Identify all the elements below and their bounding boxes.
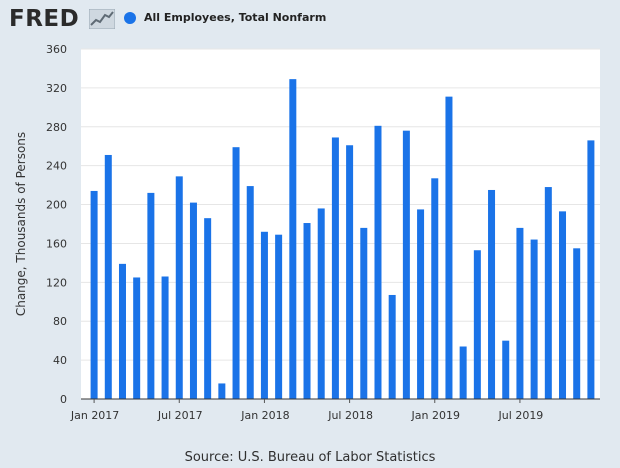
bar <box>175 176 183 399</box>
bar <box>431 178 439 399</box>
bar <box>104 154 112 399</box>
bar <box>331 137 339 399</box>
bar <box>530 239 538 399</box>
x-tick-label: Jul 2018 <box>327 409 373 422</box>
bar <box>459 346 467 399</box>
x-tick-label: Jan 2019 <box>411 409 460 422</box>
bar <box>118 263 126 399</box>
bar <box>402 130 410 399</box>
x-tick-label: Jan 2017 <box>70 409 119 422</box>
bar <box>346 145 354 399</box>
bar <box>388 294 396 399</box>
y-tick-label: 280 <box>46 121 67 134</box>
legend-label[interactable]: All Employees, Total Nonfarm <box>144 11 327 24</box>
fred-logo[interactable]: FRED <box>9 6 80 32</box>
bar <box>473 250 481 399</box>
bar <box>559 211 567 399</box>
bar <box>260 231 268 399</box>
bar <box>516 227 524 399</box>
header: FRED All Employees, Total Nonfarm <box>0 0 620 38</box>
bar <box>289 79 297 399</box>
bar <box>488 189 496 399</box>
bar <box>360 227 368 399</box>
x-tick-label: Jul 2019 <box>498 409 544 422</box>
bar <box>133 277 141 399</box>
bar <box>445 96 453 399</box>
x-tick-label: Jul 2017 <box>157 409 203 422</box>
y-axis-title: Change, Thousands of Persons <box>14 132 28 316</box>
y-tick-label: 200 <box>46 199 67 212</box>
bar <box>161 276 169 399</box>
bar <box>502 340 510 399</box>
bar <box>417 209 425 399</box>
bar <box>374 125 382 400</box>
bar <box>573 248 581 399</box>
bar <box>544 187 552 399</box>
y-tick-label: 40 <box>53 354 67 367</box>
y-tick-label: 360 <box>46 43 67 56</box>
bar <box>204 218 212 399</box>
bar <box>246 186 254 399</box>
y-tick-label: 240 <box>46 160 67 173</box>
bar <box>90 190 98 399</box>
y-tick-label: 80 <box>53 315 67 328</box>
bar <box>303 223 311 399</box>
bar <box>275 234 283 399</box>
y-tick-label: 160 <box>46 237 67 250</box>
bar <box>232 147 240 399</box>
bar <box>147 192 155 399</box>
bar <box>189 202 197 399</box>
bar <box>587 140 595 399</box>
x-tick-label: Jan 2018 <box>240 409 289 422</box>
y-tick-label: 320 <box>46 82 67 95</box>
legend-marker <box>124 12 136 24</box>
bar <box>317 208 325 399</box>
source-note: Source: U.S. Bureau of Labor Statistics <box>184 450 436 465</box>
bar <box>218 383 226 399</box>
line-chart-icon <box>89 9 115 29</box>
y-tick-label: 120 <box>46 276 67 289</box>
y-tick-label: 0 <box>60 393 67 406</box>
